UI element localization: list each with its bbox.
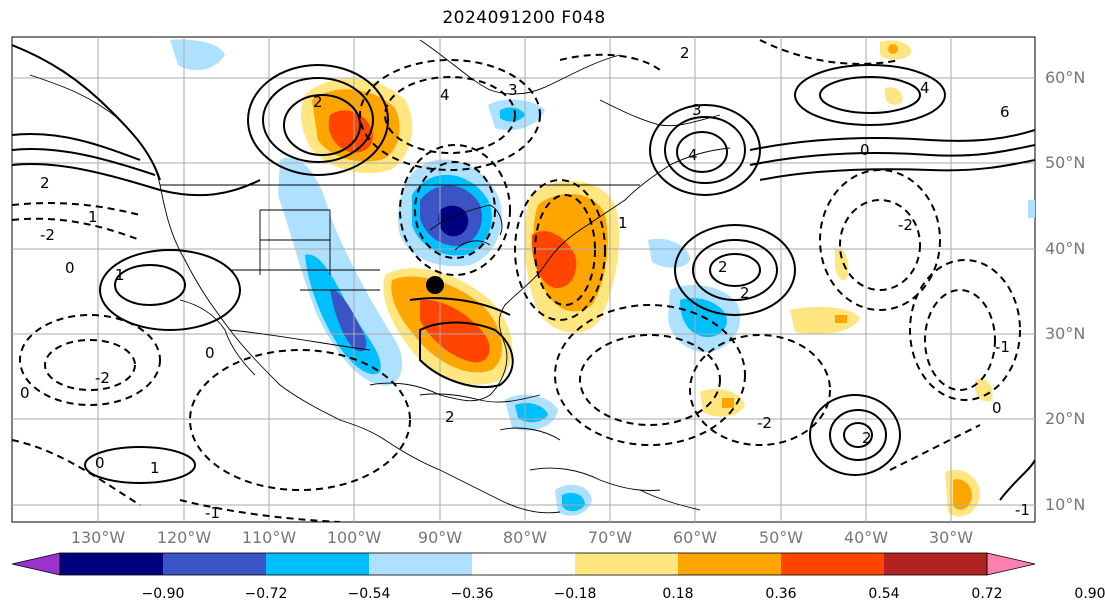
contour-label: 1 [150, 459, 160, 477]
contour-label: 4 [688, 146, 698, 164]
lon-label-70w: 70°W [587, 528, 633, 547]
contour-label: 3 [692, 101, 702, 119]
colorbar-segment [575, 553, 678, 575]
colorbar-extend-low [11, 552, 61, 576]
contour-label: 0 [95, 454, 105, 472]
lon-label-120w: 120°W [156, 528, 212, 547]
colorbar-tick-label: −0.18 [553, 586, 597, 602]
lon-label-80w: 80°W [502, 528, 548, 547]
colorbar-tick-label: 0.72 [971, 586, 1003, 602]
lat-label-50n: 50°N [1045, 153, 1086, 172]
contour-label: 2 [680, 44, 690, 62]
colorbar-segment [781, 553, 884, 575]
lon-label-50w: 50°W [758, 528, 804, 547]
contour-label: 2 [862, 429, 872, 447]
contour-label: 0 [20, 384, 30, 402]
contour-label: 2 [718, 258, 728, 276]
anomaly-shading [170, 39, 1035, 517]
contour-label: 2 [40, 174, 50, 192]
colorbar-tick-label: −0.72 [244, 586, 288, 602]
contour-label: 0 [65, 259, 75, 277]
colorbar-segment [369, 553, 472, 575]
lat-label-60n: 60°N [1045, 68, 1086, 87]
contour-labels: 2 3 4 2 1 -2 0 1 -2 0 0 1 0 2 3 4 0 6 4 … [20, 44, 1030, 522]
colorbar-tick-label: −0.90 [141, 586, 185, 602]
contour-label: 1 [618, 214, 628, 232]
colorbar-segment [884, 553, 987, 575]
colorbar-segment [678, 553, 781, 575]
map-title: 2024091200 F048 [442, 8, 606, 28]
colorbar-segment [266, 553, 369, 575]
contour-label: 2 [740, 284, 750, 302]
storm-center-marker [426, 276, 444, 294]
lon-label-110w: 110°W [241, 528, 297, 547]
lon-label-30w: 30°W [928, 528, 974, 547]
colorbar-segment [163, 553, 266, 575]
colorbar-segment [472, 553, 575, 575]
negative-anomaly-rockies [278, 157, 403, 386]
contour-label: -2 [40, 226, 55, 244]
colorbar-tick-label: 0.36 [765, 586, 797, 602]
colorbar-tick-label: 0.18 [662, 586, 694, 602]
map-frame [11, 36, 1036, 523]
weather-map: 2 3 4 2 1 -2 0 1 -2 0 0 1 0 2 3 4 0 6 4 … [11, 36, 1036, 523]
contour-label: -1 [995, 338, 1010, 356]
colorbar-tick-label: 0.90 [1074, 586, 1105, 602]
contour-label: 0 [205, 344, 215, 362]
colorbar-extend-high [986, 552, 1036, 576]
colorbar-tick-label: 0.54 [868, 586, 900, 602]
contour-label: 6 [1000, 103, 1010, 121]
lon-label-60w: 60°W [672, 528, 718, 547]
contour-label: 2 [313, 93, 323, 111]
colorbar-tick-label: −0.54 [347, 586, 391, 602]
contours-solid [12, 44, 1035, 501]
lat-label-30n: 30°N [1045, 324, 1086, 343]
contour-label: 1 [115, 266, 125, 284]
contour-label: 4 [920, 79, 930, 97]
contour-label: 3 [508, 81, 518, 99]
lon-label-100w: 100°W [326, 528, 382, 547]
contour-label: 0 [860, 141, 870, 159]
lat-label-40n: 40°N [1045, 239, 1086, 258]
lon-label-40w: 40°W [843, 528, 889, 547]
contour-label: -1 [205, 504, 220, 522]
contour-label: -2 [95, 369, 110, 387]
contour-label: 1 [88, 208, 98, 226]
colorbar-tick-label: −0.36 [450, 586, 494, 602]
contour-label: 2 [445, 408, 455, 426]
colorbar [11, 552, 1036, 576]
coastlines [29, 39, 731, 514]
contour-label: -1 [1015, 501, 1030, 519]
lon-label-90w: 90°W [417, 528, 463, 547]
contours-dashed [12, 39, 1021, 522]
lat-label-20n: 20°N [1045, 409, 1086, 428]
lon-label-130w: 130°W [70, 528, 126, 547]
contour-label: 0 [992, 399, 1002, 417]
colorbar-outline [59, 552, 988, 576]
colorbar-segment [60, 553, 163, 575]
contour-label: 4 [440, 86, 450, 104]
contour-label: -2 [898, 216, 913, 234]
contour-label: -2 [757, 414, 772, 432]
lat-label-10n: 10°N [1045, 495, 1086, 514]
